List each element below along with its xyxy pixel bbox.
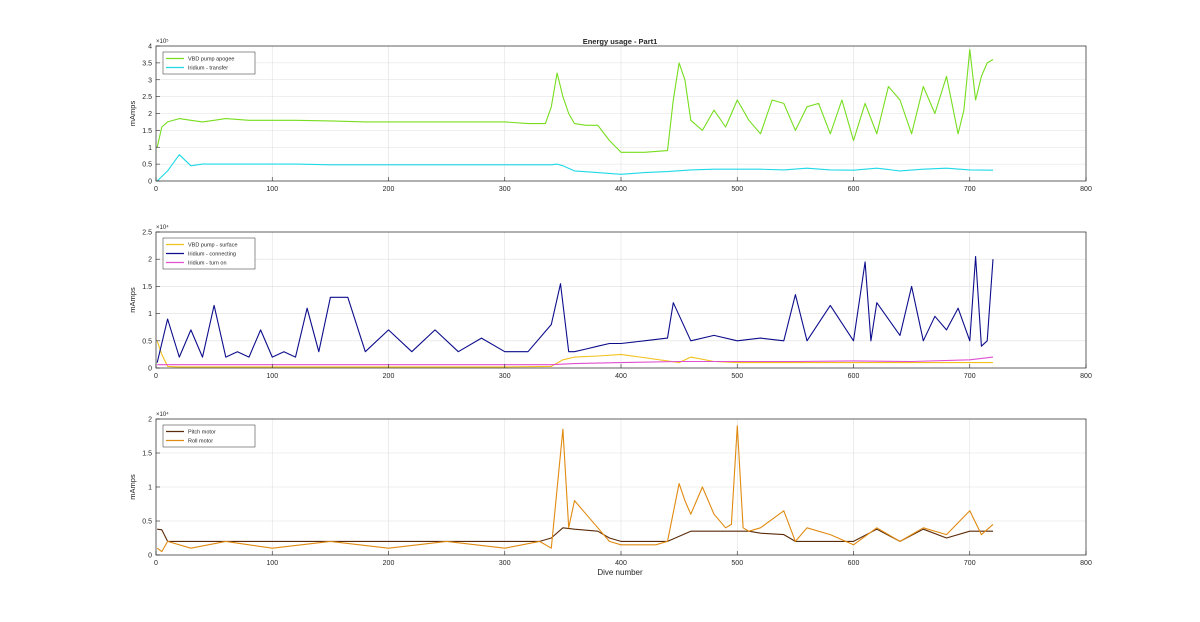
legend: VBD pump - surface Iridium - connecting Ir…	[162, 237, 256, 270]
legend-label: Pitch motor	[188, 430, 216, 436]
y-tick-label: 3.5	[142, 60, 152, 67]
legend-label: Roll motor	[188, 439, 213, 445]
y-tick-label: 0	[148, 366, 152, 373]
legend-label: Iridium - turn on	[188, 261, 227, 267]
y-tick-label: 2.5	[142, 94, 152, 101]
series-line	[156, 425, 994, 553]
y-axis-label: mAmps	[128, 474, 137, 500]
x-tick-label: 600	[848, 186, 860, 193]
legend: VBD pump apogee Iridium - transfer	[162, 51, 256, 75]
x-tick-label: 800	[1080, 186, 1092, 193]
x-tick-label: 0	[154, 373, 158, 380]
series-line	[157, 356, 994, 366]
series-line	[156, 255, 994, 363]
legend-box	[162, 424, 256, 448]
x-tick-label: 200	[383, 373, 395, 380]
y-axis-label: mAmps	[128, 101, 137, 127]
series-line	[156, 154, 994, 182]
chart-panel-1: 0 100 200 300 400 500 600 700 800 0 0.5 1 1.5 2 2.5 3 3.…	[128, 38, 1092, 193]
x-tick-label: 300	[499, 186, 511, 193]
y-tick-label: 2	[148, 257, 152, 264]
x-tick-label: 100	[266, 560, 278, 567]
x-tick-label: 400	[615, 373, 627, 380]
y-tick-label: 1	[148, 145, 152, 152]
y-tick-label: 2	[148, 111, 152, 118]
legend-label: VBD pump - surface	[188, 243, 238, 249]
y-tick-label: 4	[148, 44, 152, 51]
y-tick-label: 3	[148, 77, 152, 84]
chart-panel-2: 0 100 200 300 400 500 600 700 800 0 0.5 1 1.5 2 2.5 ×10…	[128, 224, 1092, 380]
x-tick-label: 400	[615, 560, 627, 567]
legend-box	[162, 51, 256, 75]
x-tick-label: 300	[499, 373, 511, 380]
x-tick-label: 800	[1080, 560, 1092, 567]
y-tick-label: 1.5	[142, 284, 152, 291]
y-tick-label: 1.5	[142, 128, 152, 135]
series-line	[156, 340, 993, 368]
x-tick-label: 0	[154, 560, 158, 567]
y-tick-label: 0.5	[142, 162, 152, 169]
legend-label: Iridium - transfer	[188, 66, 228, 72]
series-line	[157, 527, 993, 542]
x-tick-label: 0	[154, 186, 158, 193]
y-axis-label: mAmps	[128, 287, 137, 313]
legend: Pitch motor Roll motor	[162, 424, 256, 448]
x-tick-label: 700	[964, 186, 976, 193]
x-tick-label: 500	[731, 373, 743, 380]
x-axis-label: Dive number	[597, 568, 643, 577]
y-tick-label: 1	[148, 485, 152, 492]
series-line	[156, 48, 994, 153]
x-tick-label: 600	[848, 373, 860, 380]
y-tick-label: 0.5	[142, 519, 152, 526]
y-tick-label: 0	[148, 179, 152, 186]
y-tick-label: 2	[148, 417, 152, 424]
x-tick-label: 200	[383, 560, 395, 567]
y-tick-label: 0.5	[142, 338, 152, 345]
y-tick-label: 1	[148, 311, 152, 318]
x-tick-label: 400	[615, 186, 627, 193]
x-tick-label: 100	[266, 373, 278, 380]
figure-title: Energy usage - Part1	[583, 37, 658, 46]
chart-panel-3: 0 100 200 300 400 500 600 700 800 0 0.5 1 1.5 2 ×10⁴ mA…	[128, 411, 1092, 567]
x-tick-label: 500	[731, 186, 743, 193]
x-tick-label: 600	[848, 560, 860, 567]
x-tick-label: 800	[1080, 373, 1092, 380]
legend-label: Iridium - connecting	[188, 252, 236, 258]
x-tick-label: 300	[499, 560, 511, 567]
y-tick-label: 2.5	[142, 230, 152, 237]
y-tick-label: 0	[148, 553, 152, 560]
y-tick-label: 1.5	[142, 451, 152, 458]
x-tick-label: 700	[964, 560, 976, 567]
y-exponent-label: ×10⁵	[156, 38, 169, 45]
x-tick-label: 100	[266, 186, 278, 193]
x-tick-label: 200	[383, 186, 395, 193]
legend-label: VBD pump apogee	[188, 57, 234, 63]
x-tick-label: 500	[731, 560, 743, 567]
x-tick-label: 700	[964, 373, 976, 380]
y-exponent-label: ×10⁴	[156, 411, 169, 418]
y-exponent-label: ×10⁴	[156, 224, 169, 231]
panels: 0 100 200 300 400 500 600 700 80000.511.522.533.…	[128, 38, 1092, 567]
